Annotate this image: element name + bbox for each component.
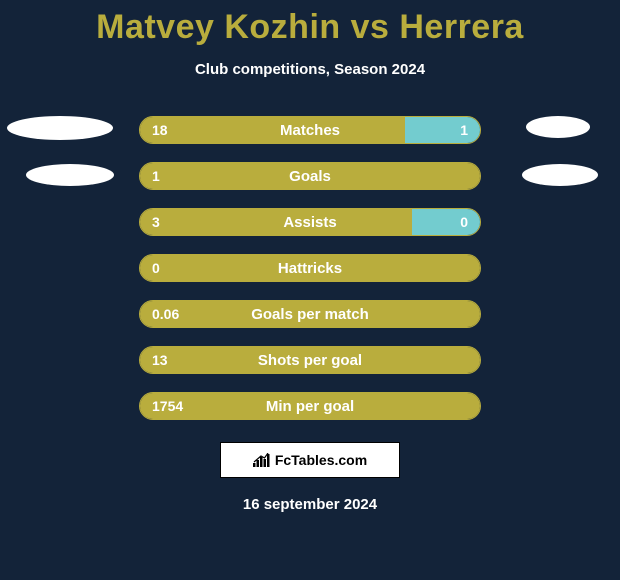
stat-value-right: 1 xyxy=(460,122,468,138)
stat-row: 1 Goals xyxy=(139,162,481,190)
stat-label: Goals per match xyxy=(251,306,369,323)
stat-fill-left xyxy=(140,117,405,143)
branding-box[interactable]: FcTables.com xyxy=(220,442,400,478)
stat-value-left: 13 xyxy=(152,352,168,368)
player-ellipse-left-1 xyxy=(7,116,113,140)
stat-value-left: 0 xyxy=(152,260,160,276)
stat-value-left: 1 xyxy=(152,168,160,184)
stat-value-left: 0.06 xyxy=(152,306,179,322)
stat-row: 13 Shots per goal xyxy=(139,346,481,374)
player-ellipse-right-2 xyxy=(522,164,598,186)
stat-row: 1754 Min per goal xyxy=(139,392,481,420)
comparison-container: Matvey Kozhin vs Herrera Club competitio… xyxy=(0,0,620,580)
player-ellipse-left-2 xyxy=(26,164,114,186)
subtitle: Club competitions, Season 2024 xyxy=(195,61,425,78)
stat-fill-left xyxy=(140,209,412,235)
stat-label: Min per goal xyxy=(266,398,354,415)
stat-value-left: 1754 xyxy=(152,398,183,414)
stat-label: Goals xyxy=(289,168,331,185)
stat-row: 0 Hattricks xyxy=(139,254,481,282)
stat-fill-right xyxy=(412,209,480,235)
stats-area: 18 Matches 1 1 Goals 3 Assists 0 0 Hattricks 0.06 G… xyxy=(0,116,620,420)
stat-value-right: 0 xyxy=(460,214,468,230)
stat-label: Assists xyxy=(283,214,336,231)
page-title: Matvey Kozhin vs Herrera xyxy=(96,8,524,47)
stat-value-left: 3 xyxy=(152,214,160,230)
stat-row: 3 Assists 0 xyxy=(139,208,481,236)
player-ellipse-right-1 xyxy=(526,116,590,138)
branding-text: FcTables.com xyxy=(275,452,367,468)
stat-label: Matches xyxy=(280,122,340,139)
branding-chart-icon xyxy=(253,453,271,467)
stat-label: Shots per goal xyxy=(258,352,362,369)
stat-row: 0.06 Goals per match xyxy=(139,300,481,328)
stat-fill-right xyxy=(405,117,480,143)
date-text: 16 september 2024 xyxy=(243,496,377,513)
stat-row: 18 Matches 1 xyxy=(139,116,481,144)
stat-label: Hattricks xyxy=(278,260,342,277)
stat-value-left: 18 xyxy=(152,122,168,138)
